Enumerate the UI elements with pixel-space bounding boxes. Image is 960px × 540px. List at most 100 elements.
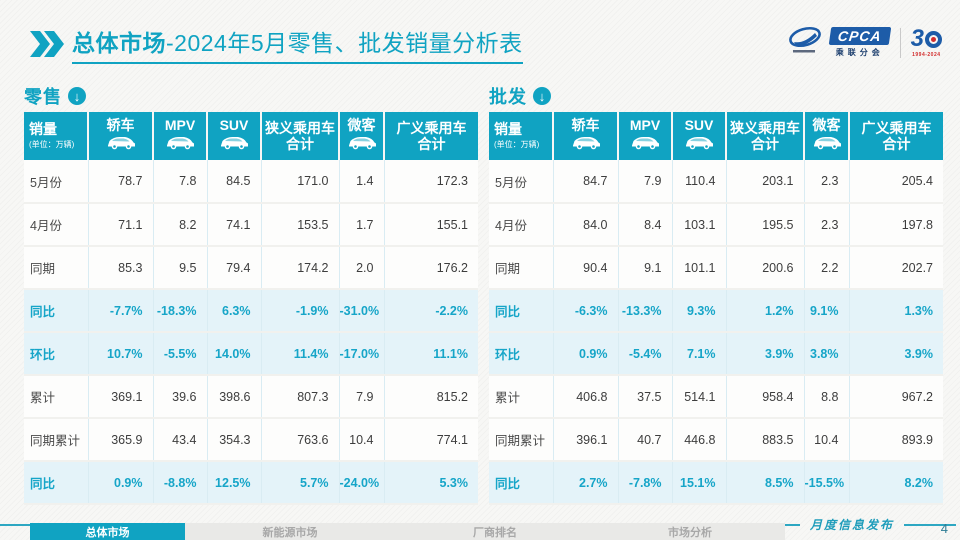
table-row: 4月份 71.1 8.2 74.1 153.5 1.7 155.1 <box>24 203 478 247</box>
cell: 172.3 <box>384 160 478 204</box>
wholesale-section-header: 批发 ↓ <box>489 85 943 107</box>
cell: 205.4 <box>849 160 943 204</box>
row-label: 同比 <box>489 461 554 505</box>
row-label: 累计 <box>24 375 89 419</box>
cell: -13.3% <box>618 289 673 333</box>
retail-table-card: 零售 ↓ 销量 (单位：万辆) 轿车 MPV SUV 狭义乘用车 合计 微客 广义乘用车 合计… <box>24 85 478 505</box>
section-title: 批发 <box>489 87 527 107</box>
table-row: 4月份 84.0 8.4 103.1 195.5 2.3 197.8 <box>489 203 943 247</box>
cell: 14.0% <box>207 332 262 376</box>
column-header: 狭义乘用车 合计 <box>726 112 805 160</box>
cell: 0.9% <box>553 332 619 376</box>
cell: 79.4 <box>207 246 262 290</box>
table-row: 5月份 84.7 7.9 110.4 203.1 2.3 205.4 <box>489 160 943 204</box>
cell: 3.9% <box>849 332 943 376</box>
section-title: 零售 <box>24 87 62 107</box>
cell: -5.5% <box>153 332 208 376</box>
row-label: 环比 <box>24 332 89 376</box>
tab-nev-market[interactable]: 新能源市场 <box>262 526 318 539</box>
retail-table: 销量 (单位：万辆) 轿车 MPV SUV 狭义乘用车 合计 微客 广义乘用车 合计 5月份 7… <box>24 112 478 505</box>
cell: 174.2 <box>261 246 340 290</box>
cell: 354.3 <box>207 418 262 462</box>
unit-label: (单位：万辆) <box>29 140 75 150</box>
cell: 2.3 <box>804 160 850 204</box>
table-row: 累计 406.8 37.5 514.1 958.4 8.8 967.2 <box>489 375 943 419</box>
cell: -5.4% <box>618 332 673 376</box>
table-row: 环比 10.7% -5.5% 14.0% 11.4% -17.0% 11.1% <box>24 332 478 376</box>
table-row: 环比 0.9% -5.4% 7.1% 3.9% 3.8% 3.9% <box>489 332 943 376</box>
cell: 85.3 <box>88 246 154 290</box>
cell: 11.4% <box>261 332 340 376</box>
mpv-icon <box>156 135 204 155</box>
sedan-icon <box>91 135 150 155</box>
table-row: 同比 -6.3% -13.3% 9.3% 1.2% 9.1% 1.3% <box>489 289 943 333</box>
cell: 202.7 <box>849 246 943 290</box>
row-label: 同比 <box>24 289 89 333</box>
cpca-chinese-name: 乘联分会 <box>835 48 884 57</box>
column-header: 销量 (单位：万辆) <box>489 112 554 160</box>
cell: 78.7 <box>88 160 154 204</box>
cell: 176.2 <box>384 246 478 290</box>
cell: 8.2% <box>849 461 943 505</box>
cell: 3.9% <box>726 332 805 376</box>
cell: 84.5 <box>207 160 262 204</box>
row-label: 5月份 <box>489 160 554 204</box>
cell: 203.1 <box>726 160 805 204</box>
cell: -15.5% <box>804 461 850 505</box>
tab-oem-ranking[interactable]: 厂商排名 <box>473 526 517 539</box>
cell: 763.6 <box>261 418 340 462</box>
cell: 2.0 <box>339 246 385 290</box>
column-header: MPV <box>153 112 208 160</box>
cell: 9.1 <box>618 246 673 290</box>
cell: -7.8% <box>618 461 673 505</box>
row-label: 同比 <box>24 461 89 505</box>
cell: 6.3% <box>207 289 262 333</box>
cell: 514.1 <box>672 375 727 419</box>
cell: 446.8 <box>672 418 727 462</box>
cell: 815.2 <box>384 375 478 419</box>
footer-rule-line-short <box>904 523 956 526</box>
table-row: 5月份 78.7 7.8 84.5 171.0 1.4 172.3 <box>24 160 478 204</box>
header-row: 销量 (单位：万辆) 轿车 MPV SUV 狭义乘用车 合计 微客 广义乘用车 合计 <box>24 112 478 160</box>
cell: 11.1% <box>384 332 478 376</box>
cell: 12.5% <box>207 461 262 505</box>
double-chevron-icon <box>28 31 64 57</box>
cell: 71.1 <box>88 203 154 247</box>
column-header: 广义乘用车 合计 <box>384 112 478 160</box>
row-label: 4月份 <box>24 203 89 247</box>
cell: 7.9 <box>618 160 673 204</box>
tab-overall-market[interactable]: 总体市场 <box>30 523 185 540</box>
cell: 774.1 <box>384 418 478 462</box>
cell: -2.2% <box>384 289 478 333</box>
cell: -17.0% <box>339 332 385 376</box>
retail-section-header: 零售 ↓ <box>24 85 478 107</box>
row-label: 4月份 <box>489 203 554 247</box>
row-label: 同期累计 <box>489 418 554 462</box>
cell: 15.1% <box>672 461 727 505</box>
table-row: 累计 369.1 39.6 398.6 807.3 7.9 815.2 <box>24 375 478 419</box>
cell: 195.5 <box>726 203 805 247</box>
cell: -31.0% <box>339 289 385 333</box>
cpca-logo: CPCA 乘联分会 3 1994-2024 <box>787 24 942 61</box>
cell: -18.3% <box>153 289 208 333</box>
cell: 8.4 <box>618 203 673 247</box>
cell: 396.1 <box>553 418 619 462</box>
release-label: 月度信息发布 <box>809 518 894 532</box>
cell: 7.1% <box>672 332 727 376</box>
cell: 43.4 <box>153 418 208 462</box>
cell: 10.7% <box>88 332 154 376</box>
cell: 406.8 <box>553 375 619 419</box>
cell: 2.7% <box>553 461 619 505</box>
tab-market-analysis[interactable]: 市场分析 <box>668 526 712 539</box>
cell: 84.0 <box>553 203 619 247</box>
microvan-icon <box>342 135 381 155</box>
cpca-acronym: CPCA <box>828 27 891 45</box>
column-header: 微客 <box>339 112 385 160</box>
mpv-icon <box>621 135 669 155</box>
anniversary-years: 1994-2024 <box>912 52 941 58</box>
row-label: 同比 <box>489 289 554 333</box>
table-row: 同期 85.3 9.5 79.4 174.2 2.0 176.2 <box>24 246 478 290</box>
header-row: 销量 (单位：万辆) 轿车 MPV SUV 狭义乘用车 合计 微客 广义乘用车 合计 <box>489 112 943 160</box>
page-number: 4 <box>940 521 948 536</box>
